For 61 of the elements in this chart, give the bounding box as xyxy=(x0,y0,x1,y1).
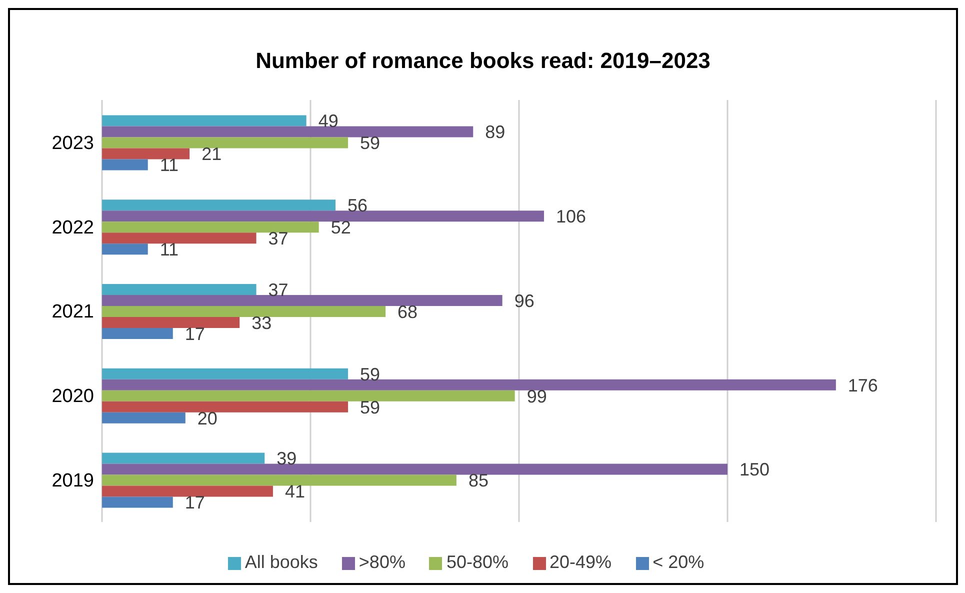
bar xyxy=(102,412,186,424)
data-label: 56 xyxy=(348,195,368,216)
data-label: 41 xyxy=(284,482,305,502)
bar xyxy=(102,328,173,339)
bar xyxy=(102,284,256,295)
data-label: 20 xyxy=(197,408,218,428)
bar xyxy=(102,474,456,486)
data-label: 89 xyxy=(485,122,506,142)
bar xyxy=(102,486,273,497)
data-label: 68 xyxy=(398,302,418,322)
y-tick-label: 2022 xyxy=(52,217,94,238)
bar xyxy=(102,294,502,306)
legend-label: >80% xyxy=(358,552,406,572)
bar xyxy=(102,452,265,464)
legend-label: 20-49% xyxy=(550,552,612,572)
data-label: 96 xyxy=(514,290,534,311)
data-label: 49 xyxy=(318,111,338,132)
data-label: 106 xyxy=(556,206,586,226)
bar xyxy=(102,368,348,380)
legend-label: 50-80% xyxy=(446,552,509,572)
y-tick-label: 2019 xyxy=(52,470,94,492)
data-label: 37 xyxy=(268,280,288,300)
data-label: 99 xyxy=(526,386,547,406)
data-label: 59 xyxy=(360,397,380,418)
bar xyxy=(102,210,544,222)
data-label: 17 xyxy=(184,492,205,513)
data-label: 52 xyxy=(330,217,351,238)
bar xyxy=(102,244,148,255)
bar xyxy=(102,115,306,126)
data-label: 21 xyxy=(202,144,222,164)
data-label: 59 xyxy=(360,364,380,384)
bar xyxy=(102,232,256,244)
data-label: 59 xyxy=(360,133,380,154)
data-label: 85 xyxy=(468,470,488,491)
data-label: 11 xyxy=(160,155,179,176)
legend-label: All books xyxy=(244,552,318,572)
bar xyxy=(102,379,836,390)
bar xyxy=(102,316,240,328)
y-tick-label: 2021 xyxy=(52,302,94,323)
data-label: 17 xyxy=(184,324,205,344)
bar xyxy=(102,390,515,402)
data-label: 176 xyxy=(848,375,878,396)
bar xyxy=(102,200,336,211)
bar xyxy=(102,496,173,508)
data-label: 37 xyxy=(268,228,288,248)
y-tick-label: 2020 xyxy=(52,386,94,408)
data-label: 33 xyxy=(252,312,272,333)
bar xyxy=(102,148,190,160)
bar xyxy=(102,126,474,138)
y-tick-label: 2023 xyxy=(52,132,94,154)
bar xyxy=(102,137,348,148)
data-label: 39 xyxy=(276,448,297,469)
data-label: 150 xyxy=(740,460,770,480)
bar xyxy=(102,159,148,170)
bar xyxy=(102,401,348,412)
data-label: 11 xyxy=(160,239,179,260)
bar xyxy=(102,222,319,233)
legend-label: < 20% xyxy=(652,552,704,572)
chart-title: Number of romance books read: 2019–2023 xyxy=(254,48,712,75)
bar xyxy=(102,306,386,317)
bar xyxy=(102,464,728,475)
